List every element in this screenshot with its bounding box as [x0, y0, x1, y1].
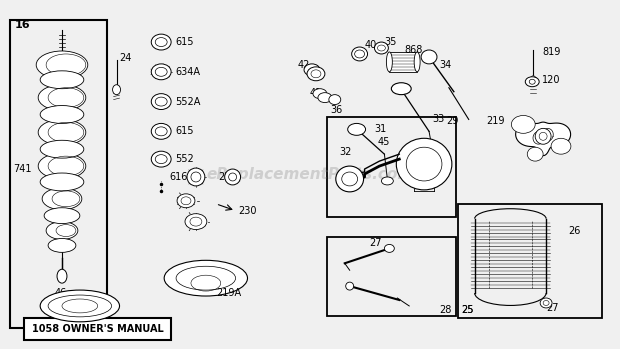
Text: 32: 32 [340, 147, 352, 157]
Ellipse shape [42, 188, 82, 210]
Ellipse shape [185, 214, 207, 230]
Text: 41: 41 [310, 88, 322, 98]
Ellipse shape [381, 177, 393, 185]
Text: 34: 34 [439, 60, 451, 70]
Ellipse shape [540, 298, 552, 308]
Ellipse shape [40, 71, 84, 89]
Ellipse shape [348, 124, 366, 135]
Ellipse shape [151, 151, 171, 167]
Polygon shape [516, 122, 570, 156]
Text: 616: 616 [169, 172, 187, 182]
Ellipse shape [391, 83, 411, 95]
Ellipse shape [40, 140, 84, 158]
Ellipse shape [44, 208, 80, 224]
Ellipse shape [427, 156, 441, 166]
Text: 27: 27 [370, 238, 382, 248]
Text: 552: 552 [175, 154, 194, 164]
Bar [24, 318, 171, 340]
Ellipse shape [352, 47, 368, 61]
Text: 25: 25 [461, 305, 473, 315]
Text: 1058 OWNER'S MANUAL: 1058 OWNER'S MANUAL [32, 324, 164, 334]
Ellipse shape [38, 119, 86, 145]
Ellipse shape [307, 67, 325, 81]
Text: 46: 46 [55, 288, 68, 298]
Text: 28: 28 [439, 305, 451, 315]
Ellipse shape [336, 166, 363, 192]
Ellipse shape [40, 290, 120, 322]
Ellipse shape [177, 194, 195, 208]
Ellipse shape [535, 128, 551, 144]
Text: 29: 29 [446, 117, 458, 126]
Text: 45: 45 [378, 137, 390, 147]
Text: 42: 42 [297, 60, 309, 70]
Ellipse shape [151, 124, 171, 139]
Ellipse shape [113, 85, 120, 95]
Ellipse shape [151, 94, 171, 110]
Ellipse shape [318, 92, 332, 103]
Ellipse shape [40, 105, 84, 124]
Ellipse shape [396, 138, 452, 190]
Text: 741: 741 [14, 164, 32, 174]
Ellipse shape [304, 64, 320, 76]
Ellipse shape [374, 42, 388, 54]
Ellipse shape [386, 52, 392, 72]
Bar [327, 237, 456, 316]
Text: 634A: 634A [175, 67, 200, 77]
Text: 26: 26 [568, 225, 580, 236]
Ellipse shape [551, 138, 571, 154]
Ellipse shape [36, 51, 88, 79]
Text: 33: 33 [432, 114, 445, 125]
Text: 120: 120 [542, 75, 560, 85]
Ellipse shape [164, 260, 247, 296]
Text: 36: 36 [330, 104, 342, 114]
Text: 25: 25 [461, 305, 473, 315]
Ellipse shape [313, 89, 327, 99]
Ellipse shape [38, 85, 86, 111]
Text: 868: 868 [404, 45, 423, 55]
Text: 31: 31 [374, 124, 387, 134]
Ellipse shape [40, 173, 84, 191]
Ellipse shape [384, 244, 394, 252]
Text: 220: 220 [219, 172, 237, 182]
Ellipse shape [414, 52, 420, 72]
Text: 16: 16 [14, 20, 30, 30]
Text: 219: 219 [487, 117, 505, 126]
Text: 615: 615 [175, 37, 193, 47]
Ellipse shape [38, 153, 86, 179]
Ellipse shape [421, 50, 437, 64]
Ellipse shape [525, 77, 539, 87]
Ellipse shape [151, 34, 171, 50]
Text: 615: 615 [175, 126, 193, 136]
Ellipse shape [329, 95, 341, 105]
Text: 219A: 219A [216, 288, 241, 298]
Text: eReplacementParts.com: eReplacementParts.com [206, 168, 414, 183]
Ellipse shape [48, 238, 76, 252]
Text: 24: 24 [120, 53, 132, 63]
Text: 27: 27 [546, 303, 559, 313]
Ellipse shape [57, 269, 67, 283]
Text: 230: 230 [239, 206, 257, 216]
Ellipse shape [151, 64, 171, 80]
Ellipse shape [346, 282, 353, 290]
Text: 819: 819 [542, 47, 560, 57]
Text: 552A: 552A [175, 97, 200, 106]
Ellipse shape [224, 169, 241, 185]
Text: 35: 35 [384, 37, 397, 47]
Text: 40: 40 [365, 40, 377, 50]
Ellipse shape [512, 116, 535, 133]
Ellipse shape [46, 222, 78, 239]
Ellipse shape [187, 168, 205, 186]
Ellipse shape [530, 76, 536, 84]
Ellipse shape [527, 147, 543, 161]
Bar [11, 20, 107, 328]
Bar [458, 204, 601, 318]
Bar [327, 118, 456, 217]
Bar [389, 52, 417, 72]
